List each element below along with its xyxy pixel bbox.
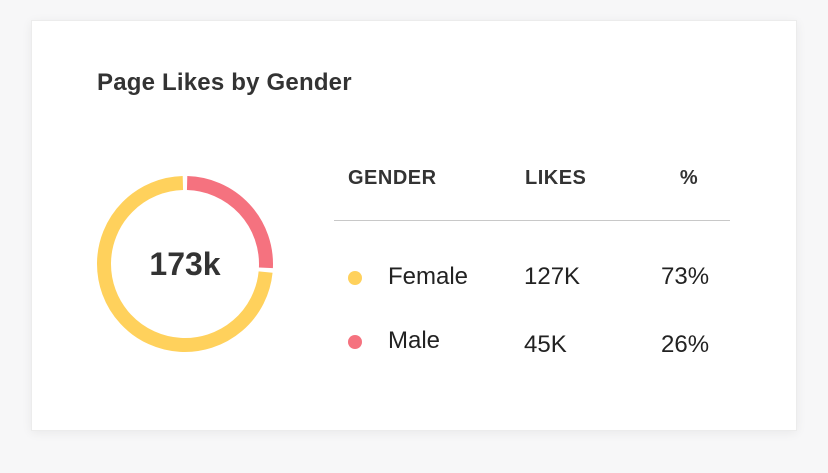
donut-slice-female [97,176,273,352]
likes-value: 127K [524,263,581,290]
column-header-percent: % [679,167,699,189]
column-header-gender: GENDER [348,167,437,189]
legend-dot-male [348,335,362,349]
table-row-female: Female 127K 73% [32,262,798,292]
likes-value: 45K [524,331,567,358]
percent-value: 73% [661,263,710,290]
header-divider [334,220,730,221]
page-likes-card: Page Likes by Gender 173k GENDER LIKES %… [31,20,797,431]
donut-center-total: 173k [149,245,221,282]
table-row-male: Male 45K 26% [32,326,798,358]
percent-value: 26% [661,331,710,358]
gender-label: Male [388,327,441,354]
gender-label: Female [388,263,469,290]
legend-dot-female [348,271,362,285]
card-title: Page Likes by Gender [97,69,352,96]
donut-chart [97,176,273,352]
column-header-likes: LIKES [525,167,587,189]
donut-slice-male [186,176,273,269]
